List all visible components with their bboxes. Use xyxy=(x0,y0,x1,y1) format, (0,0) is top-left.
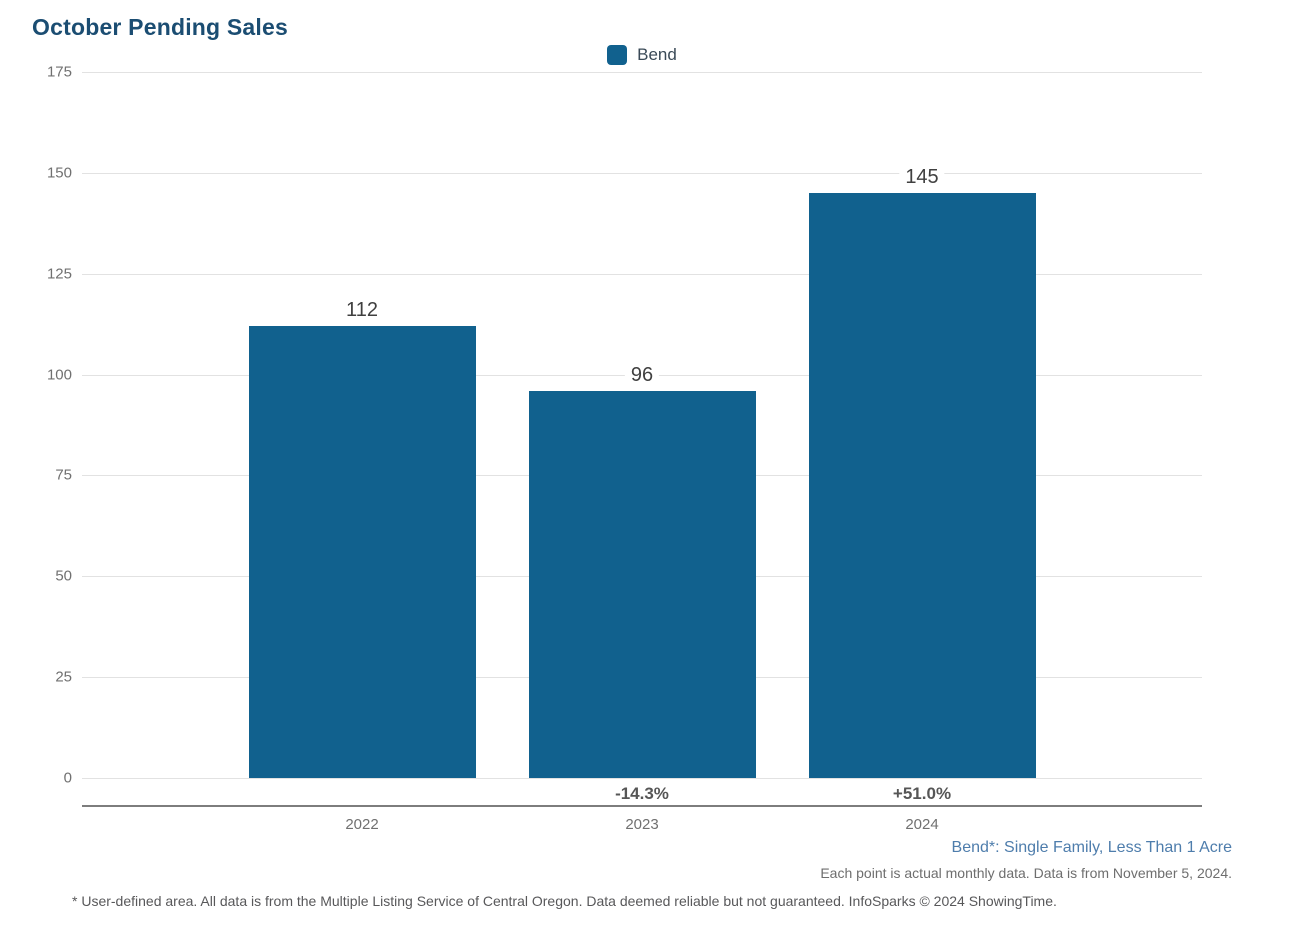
bar-2023[interactable] xyxy=(528,390,756,778)
y-axis-tick-125: 125 xyxy=(46,265,72,283)
y-axis-tick-25: 25 xyxy=(55,668,72,686)
footnote-data-note: Each point is actual monthly data. Data … xyxy=(820,865,1232,881)
y-axis-tick-75: 75 xyxy=(55,466,72,484)
footnote-disclaimer: * User-defined area. All data is from th… xyxy=(72,893,1057,909)
gridline-y-150 xyxy=(82,172,1202,174)
pct-change-label-2024: +51.0% xyxy=(892,784,952,803)
bar-2024[interactable] xyxy=(808,193,1036,778)
gridline-y-0 xyxy=(82,778,1202,779)
chart-title: October Pending Sales xyxy=(32,14,288,40)
gridline-y-125 xyxy=(82,273,1202,275)
x-axis-tick-2023: 2023 xyxy=(625,816,659,833)
legend-swatch-icon xyxy=(607,45,628,65)
bar-value-label-2022: 112 xyxy=(340,299,384,323)
legend-label: Bend xyxy=(637,45,677,64)
bar-2022[interactable] xyxy=(248,326,476,778)
y-axis-tick-50: 50 xyxy=(55,567,72,585)
bar-value-label-2023: 96 xyxy=(624,363,660,387)
y-axis-tick-175: 175 xyxy=(46,63,72,81)
y-axis-tick-0: 0 xyxy=(63,769,72,787)
footnote-series-definition: Bend*: Single Family, Less Than 1 Acre xyxy=(951,839,1232,856)
bar-value-label-2024: 145 xyxy=(899,166,945,190)
x-axis-tick-2024: 2024 xyxy=(905,816,939,833)
pct-change-label-2023: -14.3% xyxy=(615,784,669,803)
y-axis-tick-150: 150 xyxy=(46,164,72,182)
y-axis-tick-100: 100 xyxy=(46,366,72,384)
x-axis-tick-2022: 2022 xyxy=(345,816,379,833)
legend-item-bend[interactable]: Bend xyxy=(607,45,677,65)
x-axis-line xyxy=(82,805,1202,807)
gridline-y-175 xyxy=(82,72,1202,73)
legend: Bend xyxy=(82,45,1202,65)
